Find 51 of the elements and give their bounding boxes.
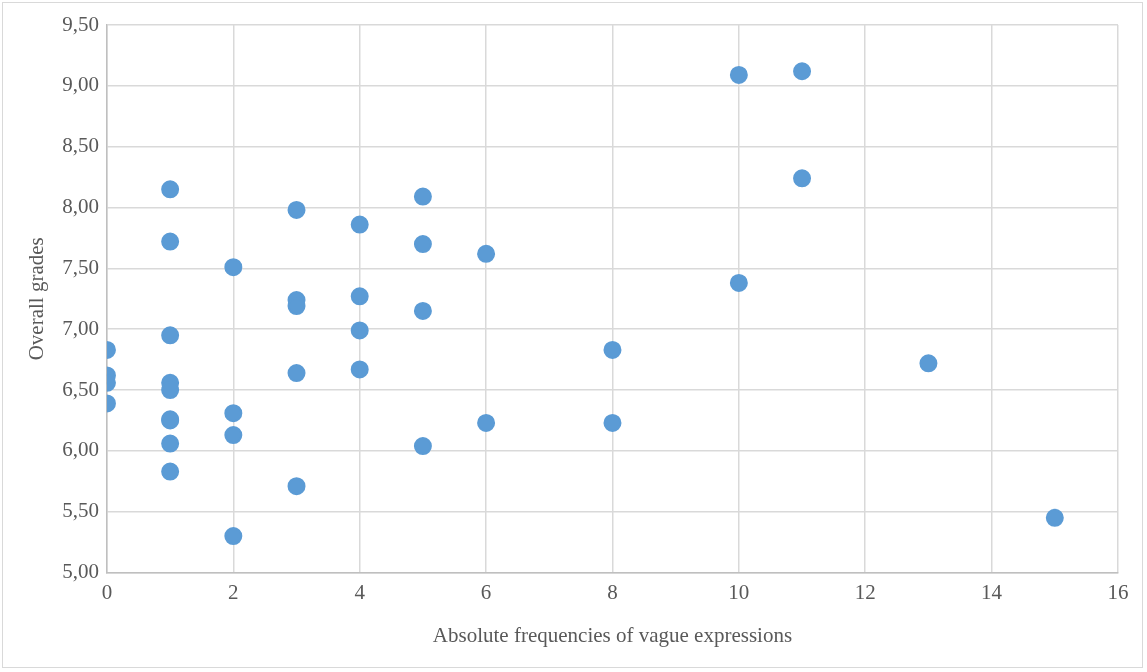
point [287, 200, 306, 219]
point [161, 434, 180, 453]
point [350, 287, 369, 306]
y-tick-label: 8,00 [62, 194, 99, 219]
point [224, 527, 243, 546]
y-tick-label: 5,50 [62, 498, 99, 523]
point [413, 301, 432, 320]
point [224, 426, 243, 445]
y-tick-label: 9,00 [62, 72, 99, 97]
x-tick-label: 4 [354, 579, 366, 604]
point [1045, 508, 1064, 527]
point [793, 62, 812, 81]
y-axis-title: Overall grades [24, 237, 49, 361]
point [603, 413, 622, 432]
x-axis-title: Absolute frequencies of vague expressions [432, 622, 793, 647]
point [413, 187, 432, 206]
point [729, 65, 748, 84]
y-tick-label: 7,00 [62, 315, 99, 340]
point [413, 235, 432, 254]
x-tick-label: 14 [981, 579, 1003, 604]
y-tick-label: 9,50 [62, 11, 99, 36]
x-tick-label: 0 [101, 579, 113, 604]
point [161, 462, 180, 481]
point [161, 326, 180, 345]
point [224, 404, 243, 423]
point [287, 364, 306, 383]
x-tick-label: 10 [728, 579, 750, 604]
y-tick-label: 6,00 [62, 437, 99, 462]
point [350, 215, 369, 234]
point [919, 354, 938, 373]
point [161, 232, 180, 251]
point [413, 437, 432, 456]
y-tick-label: 7,50 [62, 254, 99, 279]
point [793, 169, 812, 188]
point [350, 321, 369, 340]
point [477, 413, 496, 432]
x-tick-label: 12 [854, 579, 876, 604]
y-tick-label: 8,50 [62, 133, 99, 158]
point [161, 180, 180, 199]
point [287, 477, 306, 496]
y-tick-label: 5,00 [62, 559, 99, 584]
y-tick-label: 6,50 [62, 376, 99, 401]
x-tick-label: 8 [607, 579, 618, 604]
x-tick-label: 6 [480, 579, 492, 604]
point [477, 244, 496, 263]
x-tick-label: 16 [1107, 579, 1129, 604]
point [224, 258, 243, 277]
point [729, 273, 748, 292]
point [350, 360, 369, 379]
point [603, 340, 622, 359]
x-tick-label: 2 [228, 579, 239, 604]
